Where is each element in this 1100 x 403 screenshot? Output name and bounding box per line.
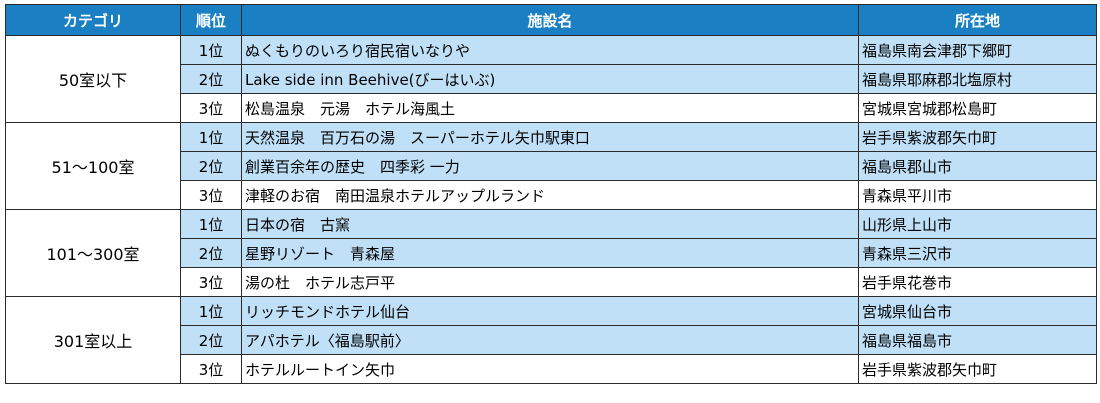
table-row: 2位 アパホテル〈福島駅前〉 福島県福島市 <box>6 325 1097 355</box>
ranking-table: カテゴリ 順位 施設名 所在地 50室以下 1位 ぬくもりのいろり宿民宿いなりや… <box>5 4 1097 384</box>
location-cell: 青森県三沢市 <box>858 238 1097 268</box>
table-row: 2位 Lake side inn Beehive(びーはいぶ) 福島県耶麻郡北塩… <box>6 64 1097 94</box>
location-cell: 福島県福島市 <box>858 325 1097 355</box>
rank-cell: 2位 <box>180 151 242 181</box>
rank-cell: 3位 <box>180 267 242 297</box>
location-cell: 山形県上山市 <box>858 209 1097 239</box>
category-cell: 50室以下 <box>5 35 181 123</box>
table-row: 3位 ホテルルートイン矢巾 岩手県紫波郡矢巾町 <box>6 354 1097 384</box>
facility-name-cell: 津軽のお宿 南田温泉ホテルアップルランド <box>241 180 859 210</box>
rank-cell: 3位 <box>180 354 242 384</box>
rank-cell: 1位 <box>180 296 242 326</box>
facility-name-cell: ホテルルートイン矢巾 <box>241 354 859 384</box>
facility-name-cell: 松島温泉 元湯 ホテル海風土 <box>241 93 859 123</box>
facility-name-cell: 日本の宿 古窯 <box>241 209 859 239</box>
facility-name-cell: 星野リゾート 青森屋 <box>241 238 859 268</box>
location-cell: 岩手県紫波郡矢巾町 <box>858 122 1097 152</box>
facility-name-cell: アパホテル〈福島駅前〉 <box>241 325 859 355</box>
location-cell: 岩手県花巻市 <box>858 267 1097 297</box>
header-category: カテゴリ <box>5 4 181 36</box>
location-cell: 福島県南会津郡下郷町 <box>858 35 1097 65</box>
category-cell: 51～100室 <box>5 122 181 210</box>
header-rank: 順位 <box>180 4 242 36</box>
location-cell: 福島県耶麻郡北塩原村 <box>858 64 1097 94</box>
location-cell: 宮城県仙台市 <box>858 296 1097 326</box>
location-cell: 岩手県紫波郡矢巾町 <box>858 354 1097 384</box>
facility-name-cell: 天然温泉 百万石の湯 スーパーホテル矢巾駅東口 <box>241 122 859 152</box>
rank-cell: 3位 <box>180 93 242 123</box>
rank-cell: 3位 <box>180 180 242 210</box>
facility-name-cell: 湯の杜 ホテル志戸平 <box>241 267 859 297</box>
table-row: 301室以上 1位 リッチモンドホテル仙台 宮城県仙台市 <box>5 296 1097 384</box>
category-cell: 101～300室 <box>5 209 181 297</box>
table-header-row: カテゴリ 順位 施設名 所在地 <box>5 4 1097 36</box>
facility-name-cell: 創業百余年の歴史 四季彩 一力 <box>241 151 859 181</box>
facility-name-cell: リッチモンドホテル仙台 <box>241 296 859 326</box>
rank-cell: 1位 <box>180 35 242 65</box>
category-cell: 301室以上 <box>5 296 181 384</box>
table-row: 3位 津軽のお宿 南田温泉ホテルアップルランド 青森県平川市 <box>6 180 1097 210</box>
location-cell: 福島県郡山市 <box>858 151 1097 181</box>
table-row: 2位 創業百余年の歴史 四季彩 一力 福島県郡山市 <box>6 151 1097 181</box>
table-row: 2位 星野リゾート 青森屋 青森県三沢市 <box>6 238 1097 268</box>
table-row: 50室以下 1位 ぬくもりのいろり宿民宿いなりや 福島県南会津郡下郷町 <box>5 35 1097 123</box>
facility-name-cell: ぬくもりのいろり宿民宿いなりや <box>241 35 859 65</box>
location-cell: 宮城県宮城郡松島町 <box>858 93 1097 123</box>
rank-cell: 2位 <box>180 325 242 355</box>
header-facility: 施設名 <box>241 4 859 36</box>
facility-name-cell: Lake side inn Beehive(びーはいぶ) <box>241 64 859 94</box>
header-location: 所在地 <box>858 4 1097 36</box>
rank-cell: 2位 <box>180 238 242 268</box>
rank-cell: 1位 <box>180 209 242 239</box>
table-row: 51～100室 1位 天然温泉 百万石の湯 スーパーホテル矢巾駅東口 岩手県紫波… <box>5 122 1097 210</box>
location-cell: 青森県平川市 <box>858 180 1097 210</box>
table-row: 3位 松島温泉 元湯 ホテル海風土 宮城県宮城郡松島町 <box>6 93 1097 123</box>
ranking-table-container: カテゴリ 順位 施設名 所在地 50室以下 1位 ぬくもりのいろり宿民宿いなりや… <box>5 4 1097 384</box>
rank-cell: 1位 <box>180 122 242 152</box>
rank-cell: 2位 <box>180 64 242 94</box>
table-row: 101～300室 1位 日本の宿 古窯 山形県上山市 <box>5 209 1097 297</box>
